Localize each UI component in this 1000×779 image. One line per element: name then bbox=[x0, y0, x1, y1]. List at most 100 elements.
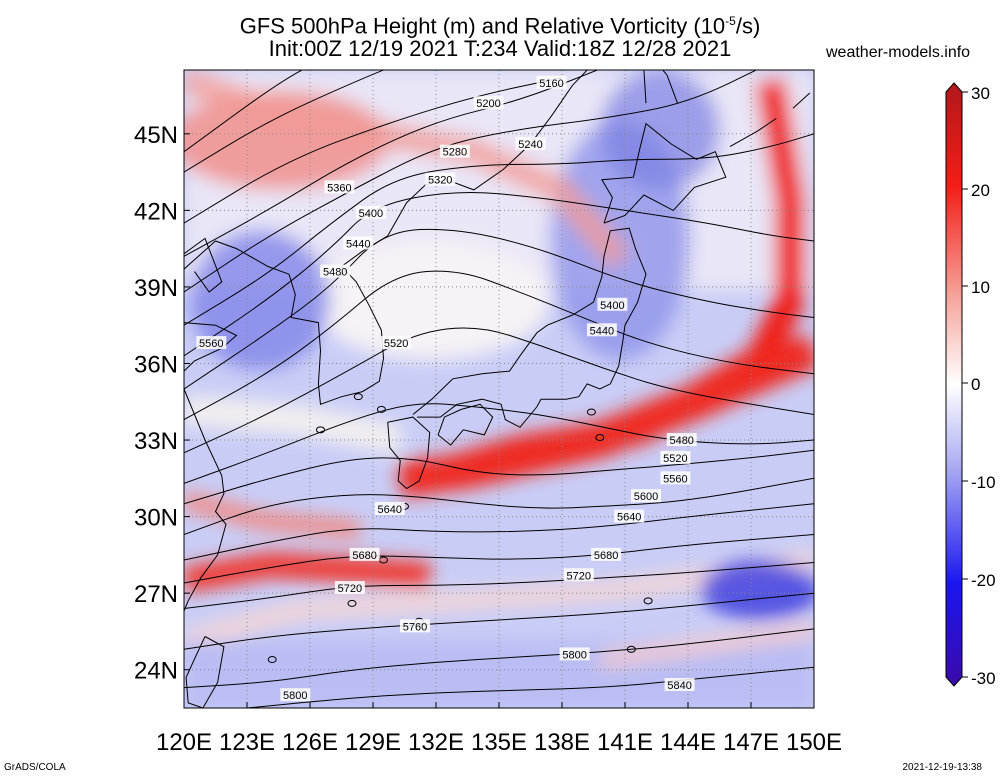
coastline-segment bbox=[662, 70, 678, 104]
contour-label: 5400 bbox=[359, 208, 383, 220]
contour-label: 5600 bbox=[634, 491, 658, 503]
contour-label-bg bbox=[597, 297, 628, 311]
contour-label: 5760 bbox=[403, 621, 427, 633]
contour-label: 5800 bbox=[562, 649, 586, 661]
colorbar-label: 10 bbox=[971, 278, 990, 297]
contour-label-bg bbox=[400, 619, 430, 633]
contour-label-bg bbox=[559, 647, 590, 661]
island bbox=[586, 408, 596, 416]
contour-label-bg bbox=[515, 137, 546, 151]
contour-label-bg bbox=[614, 509, 645, 523]
x-tick-label: 141E bbox=[597, 729, 653, 756]
contour-label-bg bbox=[586, 323, 617, 337]
coastline-segment bbox=[184, 322, 238, 372]
coastline-segment bbox=[437, 403, 494, 446]
island bbox=[376, 405, 386, 413]
contour-label: 5800 bbox=[283, 690, 307, 702]
contour-label-bg bbox=[660, 471, 691, 485]
contour-label: 5840 bbox=[667, 680, 691, 692]
colorbar-label: -20 bbox=[971, 571, 996, 590]
colorbar-label: 20 bbox=[971, 181, 990, 200]
contour-label-bg bbox=[425, 172, 456, 186]
contour-label-bg bbox=[591, 547, 622, 561]
contour-label-bg bbox=[664, 678, 695, 692]
contour-label-bg bbox=[280, 688, 311, 702]
height-contour-line bbox=[246, 666, 814, 708]
x-tick-label: 138E bbox=[534, 729, 590, 756]
coastline-segment bbox=[412, 227, 647, 428]
island bbox=[353, 393, 363, 401]
title-text: GFS 500hPa Height (m) and Relative Vorti… bbox=[239, 13, 726, 39]
contour-label-bg bbox=[660, 450, 691, 464]
coastline-segment bbox=[643, 70, 647, 104]
contour-label: 5160 bbox=[539, 78, 563, 90]
contour-label-bg bbox=[374, 501, 405, 515]
footer-software: GrADS/COLA bbox=[4, 762, 66, 773]
island bbox=[347, 599, 357, 607]
height-contour-line bbox=[184, 628, 814, 689]
height-contour-line bbox=[184, 503, 814, 561]
contour-label: 5400 bbox=[600, 300, 624, 312]
footer-timestamp: 2021-12-19-13:38 bbox=[902, 762, 982, 773]
colorbar-label: -10 bbox=[971, 473, 996, 492]
island bbox=[316, 426, 325, 434]
contour-label-bg bbox=[334, 581, 365, 595]
coastline-segment bbox=[601, 122, 727, 224]
contour-label: 5680 bbox=[594, 550, 618, 562]
contour-label-bg bbox=[355, 205, 386, 219]
contour-label-bg bbox=[536, 75, 567, 89]
height-contour-line bbox=[184, 562, 814, 609]
contour-label: 5560 bbox=[663, 473, 687, 485]
contour-label: 5200 bbox=[476, 98, 500, 110]
colorbar-label: 30 bbox=[971, 84, 990, 103]
height-contour-line bbox=[184, 133, 814, 326]
contour-label: 5240 bbox=[518, 139, 542, 151]
contour-label-bg bbox=[196, 336, 227, 350]
contour-label-bg bbox=[666, 433, 697, 447]
contour-label: 5720 bbox=[567, 570, 591, 582]
x-tick-label: 144E bbox=[660, 729, 716, 756]
contour-label: 5360 bbox=[327, 182, 351, 194]
y-tick-label: 27N bbox=[134, 581, 178, 608]
x-tick-label: 147E bbox=[723, 729, 779, 756]
height-contour-line bbox=[184, 534, 814, 584]
contour-label: 5440 bbox=[590, 325, 614, 337]
colorbar-ticks: 30 20 10 0 -10 -20 -30 bbox=[962, 84, 996, 688]
title-units: /s) bbox=[735, 13, 761, 39]
lat-lon-grid bbox=[184, 70, 814, 708]
height-contour-line bbox=[184, 70, 385, 173]
coastline-segment bbox=[387, 416, 431, 490]
colorbar-label: 0 bbox=[971, 375, 980, 394]
contour-label-bg bbox=[381, 336, 412, 350]
source-label: weather-models.info bbox=[826, 44, 971, 61]
coastline-segment bbox=[184, 388, 227, 612]
contour-label: 5480 bbox=[323, 267, 347, 279]
y-axis: 24N 27N 30N 33N 36N 39N 42N 45N bbox=[134, 122, 190, 685]
contour-label-bg bbox=[349, 547, 380, 561]
contour-label-bg bbox=[439, 144, 470, 158]
contour-label: 5680 bbox=[352, 550, 376, 562]
contour-labels: 5160 5200 5240 5280 5320 5360 5400 5440 5480 5400… bbox=[196, 75, 697, 702]
map-title-line1: GFS 500hPa Height (m) and Relative Vorti… bbox=[120, 8, 880, 39]
contour-label: 5480 bbox=[669, 435, 693, 447]
y-tick-label: 33N bbox=[134, 428, 178, 455]
coastline-segment bbox=[792, 92, 811, 109]
vorticity-field bbox=[184, 70, 814, 708]
y-tick-label: 30N bbox=[134, 505, 178, 532]
island bbox=[643, 597, 653, 605]
y-tick-label: 36N bbox=[134, 351, 178, 378]
height-contour-line bbox=[184, 477, 814, 535]
contour-label-bg bbox=[473, 96, 504, 110]
contour-label-bg bbox=[563, 568, 594, 582]
contour-label: 5720 bbox=[338, 583, 362, 595]
contour-label-bg bbox=[343, 236, 374, 250]
height-contour-line bbox=[184, 77, 563, 224]
map-title-line2: Init:00Z 12/19 2021 T:234 Valid:18Z 12/2… bbox=[268, 36, 732, 61]
x-tick-label: 123E bbox=[219, 729, 275, 756]
contour-label-bg bbox=[631, 489, 661, 503]
colorbar: 30 20 10 0 -10 -20 -30 bbox=[945, 82, 996, 688]
height-contour-line bbox=[184, 327, 814, 454]
contour-label: 5520 bbox=[663, 453, 687, 465]
height-contour-line bbox=[184, 228, 814, 390]
